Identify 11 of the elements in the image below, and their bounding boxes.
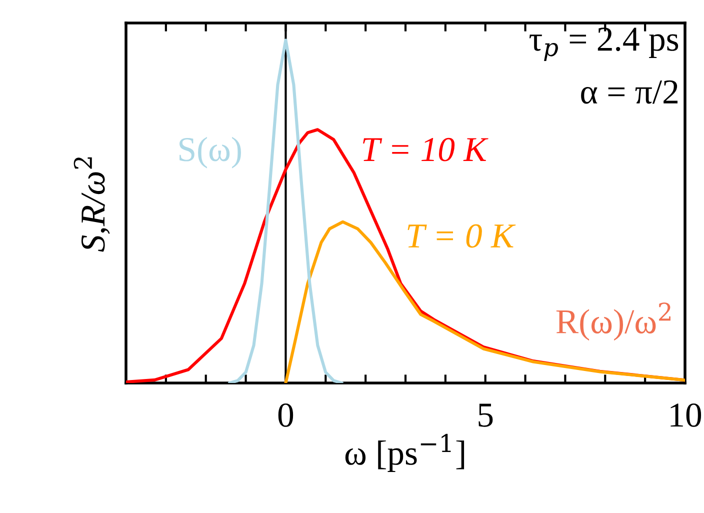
annotation: R(ω)/ω$^{2}$: [556, 302, 670, 341]
x-tick-label: 5: [478, 404, 493, 427]
series-label: T = 10 K: [363, 138, 488, 162]
x-axis-title: ω [ps$^{−1}$]: [345, 434, 464, 472]
x-tick-label: 0: [278, 403, 294, 427]
series-label: S(ω): [180, 136, 241, 168]
annotation: α = π/2: [581, 80, 678, 104]
x-tick-label: 10: [670, 403, 702, 427]
y-axis-title: S,R/ω$^{2}$: [74, 157, 110, 252]
series-label: T = 0 K: [408, 224, 516, 248]
annotation: τ$_{p}$ = 2.4 ps: [529, 28, 678, 62]
